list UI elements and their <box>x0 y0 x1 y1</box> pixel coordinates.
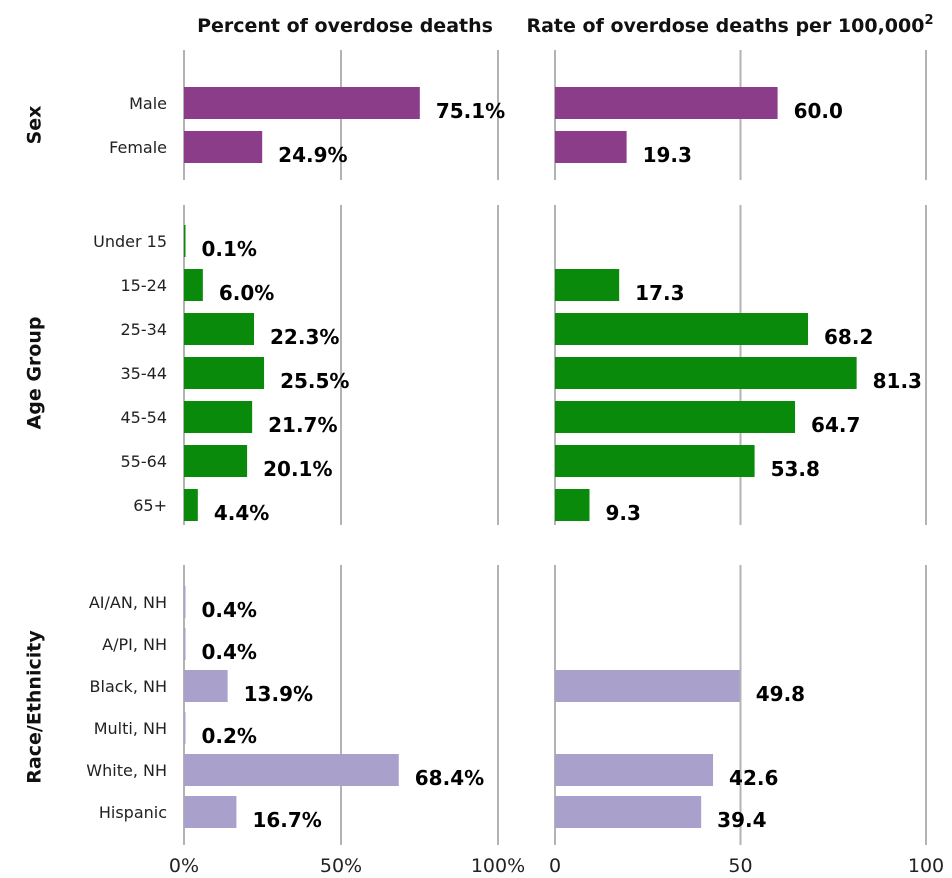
value-label-percent-2-0: 0.4% <box>202 598 257 622</box>
bar-percent-1-1 <box>184 269 203 301</box>
value-label-percent-1-3: 25.5% <box>280 369 349 393</box>
value-label-percent-2-4: 68.4% <box>415 766 484 790</box>
category-label-2-4: White, NH <box>86 761 167 780</box>
rate-panel-title: Rate of overdose deaths per 100,0002 <box>526 13 933 37</box>
bar-rate-2-4 <box>555 754 714 786</box>
category-label-1-1: 15-24 <box>121 276 168 295</box>
labels-layer: Sex Male 75.1% 60.0 Female 24.9% 19.3 Age Group… <box>24 94 922 832</box>
category-label-2-2: Black, NH <box>90 677 167 696</box>
bar-percent-2-0 <box>184 586 186 618</box>
tick-label-0-0: 0% <box>169 855 199 877</box>
value-label-percent-0-1: 24.9% <box>278 143 347 167</box>
value-label-percent-2-2: 13.9% <box>244 682 313 706</box>
group-label-1: Age Group <box>24 317 46 430</box>
category-label-1-6: 65+ <box>133 496 167 515</box>
bar-rate-1-6 <box>555 489 590 521</box>
category-label-1-3: 35-44 <box>121 364 168 383</box>
value-label-rate-1-6: 9.3 <box>606 501 641 525</box>
value-label-rate-1-5: 53.8 <box>771 457 820 481</box>
value-label-percent-1-5: 20.1% <box>263 457 332 481</box>
tick-label-0-1: 50% <box>320 855 362 877</box>
bar-rate-2-5 <box>555 796 702 828</box>
value-label-rate-2-5: 39.4 <box>717 808 766 832</box>
bar-percent-2-2 <box>184 670 228 702</box>
bar-rate-0-1 <box>555 131 627 163</box>
value-label-percent-2-1: 0.4% <box>202 640 257 664</box>
tick-label-1-0: 0 <box>549 855 561 877</box>
bar-rate-1-1 <box>555 269 620 301</box>
group-label-2: Race/Ethnicity <box>24 630 46 784</box>
value-label-rate-1-1: 17.3 <box>635 281 684 305</box>
value-label-percent-0-0: 75.1% <box>436 99 505 123</box>
rate-panel-title-text: Rate of overdose deaths per 100,000 <box>526 15 924 37</box>
tick-label-0-2: 100% <box>471 855 525 877</box>
tick-label-1-1: 50 <box>728 855 752 877</box>
bar-rate-1-4 <box>555 401 796 433</box>
category-label-2-3: Multi, NH <box>94 719 167 738</box>
value-label-rate-0-0: 60.0 <box>794 99 843 123</box>
value-label-rate-1-2: 68.2 <box>824 325 873 349</box>
group-label-0: Sex <box>24 106 46 145</box>
bars-layer <box>184 87 857 828</box>
value-label-percent-1-2: 22.3% <box>270 325 339 349</box>
rate-panel-title-superscript: 2 <box>924 13 933 28</box>
bar-percent-2-3 <box>184 712 186 744</box>
category-label-0-1: Female <box>109 138 167 157</box>
category-label-0-0: Male <box>129 94 167 113</box>
bar-percent-1-6 <box>184 489 198 521</box>
category-label-1-5: 55-64 <box>121 452 168 471</box>
bar-percent-0-0 <box>184 87 420 119</box>
value-label-rate-2-4: 42.6 <box>729 766 778 790</box>
bar-percent-0-1 <box>184 131 263 163</box>
ticks-layer: 0% 50% 100% 0 50 100 <box>169 855 944 877</box>
category-label-2-0: AI/AN, NH <box>89 593 167 612</box>
value-label-percent-2-5: 16.7% <box>252 808 321 832</box>
category-label-2-1: A/PI, NH <box>102 635 167 654</box>
bar-rate-1-2 <box>555 313 809 345</box>
value-label-percent-1-0: 0.1% <box>202 237 257 261</box>
value-label-percent-1-6: 4.4% <box>214 501 269 525</box>
bar-rate-1-5 <box>555 445 755 477</box>
bar-rate-1-3 <box>555 357 857 389</box>
category-label-1-2: 25-34 <box>121 320 168 339</box>
bar-percent-2-1 <box>184 628 186 660</box>
value-label-rate-2-2: 49.8 <box>756 682 805 706</box>
value-label-percent-1-1: 6.0% <box>219 281 274 305</box>
value-label-rate-0-1: 19.3 <box>643 143 692 167</box>
bar-percent-1-5 <box>184 445 248 477</box>
bar-percent-1-2 <box>184 313 255 345</box>
category-label-2-5: Hispanic <box>99 803 167 822</box>
bar-rate-0-0 <box>555 87 778 119</box>
bar-percent-1-0 <box>184 225 186 257</box>
value-label-percent-1-4: 21.7% <box>268 413 337 437</box>
tick-label-1-2: 100 <box>908 855 944 877</box>
value-label-percent-2-3: 0.2% <box>202 724 257 748</box>
percent-panel-title: Percent of overdose deaths <box>197 15 493 37</box>
bar-percent-2-5 <box>184 796 237 828</box>
category-label-1-4: 45-54 <box>121 408 168 427</box>
bar-percent-2-4 <box>184 754 399 786</box>
bar-percent-1-4 <box>184 401 253 433</box>
value-label-rate-1-4: 64.7 <box>811 413 860 437</box>
category-label-1-0: Under 15 <box>93 232 167 251</box>
bar-percent-1-3 <box>184 357 265 389</box>
bar-rate-2-2 <box>555 670 740 702</box>
value-label-rate-1-3: 81.3 <box>873 369 922 393</box>
